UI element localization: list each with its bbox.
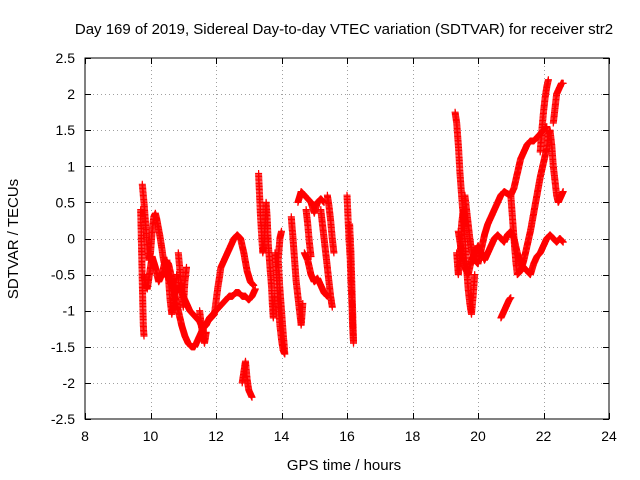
data-point bbox=[140, 332, 148, 340]
data-point bbox=[278, 227, 285, 235]
y-axis-label: SDTVAR / TECUs bbox=[5, 179, 22, 299]
y-tick-label: -1.5 bbox=[51, 339, 75, 355]
data-point bbox=[559, 79, 567, 87]
data-point bbox=[471, 271, 479, 279]
y-tick-label: 1.5 bbox=[56, 122, 76, 138]
chart-title: Day 169 of 2019, Sidereal Day-to-day VTE… bbox=[75, 21, 613, 38]
x-tick-label: 12 bbox=[208, 428, 224, 444]
data-point bbox=[559, 188, 567, 196]
data-point bbox=[307, 253, 315, 260]
x-tick-label: 18 bbox=[405, 428, 421, 444]
y-tick-label: -2 bbox=[63, 375, 76, 391]
y-tick-label: 1 bbox=[67, 158, 75, 174]
data-point bbox=[328, 303, 336, 311]
x-tick-labels: 8 10 12 14 16 18 20 22 24 bbox=[81, 428, 617, 444]
x-tick-label: 20 bbox=[470, 428, 486, 444]
x-tick-label: 8 bbox=[81, 428, 89, 444]
data-point bbox=[346, 220, 354, 228]
y-tick-label: -0.5 bbox=[51, 267, 75, 283]
data-point bbox=[299, 300, 307, 307]
data-point bbox=[559, 238, 567, 246]
x-axis-label: GPS time / hours bbox=[287, 457, 401, 474]
x-tick-label: 24 bbox=[601, 428, 617, 444]
data-point bbox=[251, 285, 259, 293]
data-point bbox=[248, 393, 256, 401]
y-tick-label: 2.5 bbox=[56, 50, 76, 66]
y-tick-labels: -2.5 -2 -1.5 -1 -0.5 0 0.5 1 1.5 2 2.5 bbox=[51, 50, 75, 427]
data-points bbox=[137, 76, 567, 401]
y-tick-label: 2 bbox=[67, 86, 75, 102]
y-tick-label: 0.5 bbox=[56, 194, 76, 210]
data-point bbox=[459, 206, 467, 214]
x-tick-label: 22 bbox=[536, 428, 552, 444]
data-point bbox=[330, 249, 338, 257]
data-point bbox=[202, 328, 210, 336]
data-point bbox=[250, 281, 258, 289]
x-tick-label: 10 bbox=[143, 428, 159, 444]
y-tick-label: -1 bbox=[63, 303, 76, 319]
x-tick-label: 16 bbox=[339, 428, 355, 444]
y-tick-label: 0 bbox=[67, 231, 75, 247]
data-point bbox=[544, 76, 552, 84]
y-tick-label: -2.5 bbox=[51, 411, 75, 427]
axis-ticks bbox=[85, 58, 610, 420]
data-point bbox=[183, 263, 190, 271]
data-point bbox=[507, 294, 515, 302]
x-tick-label: 14 bbox=[274, 428, 290, 444]
